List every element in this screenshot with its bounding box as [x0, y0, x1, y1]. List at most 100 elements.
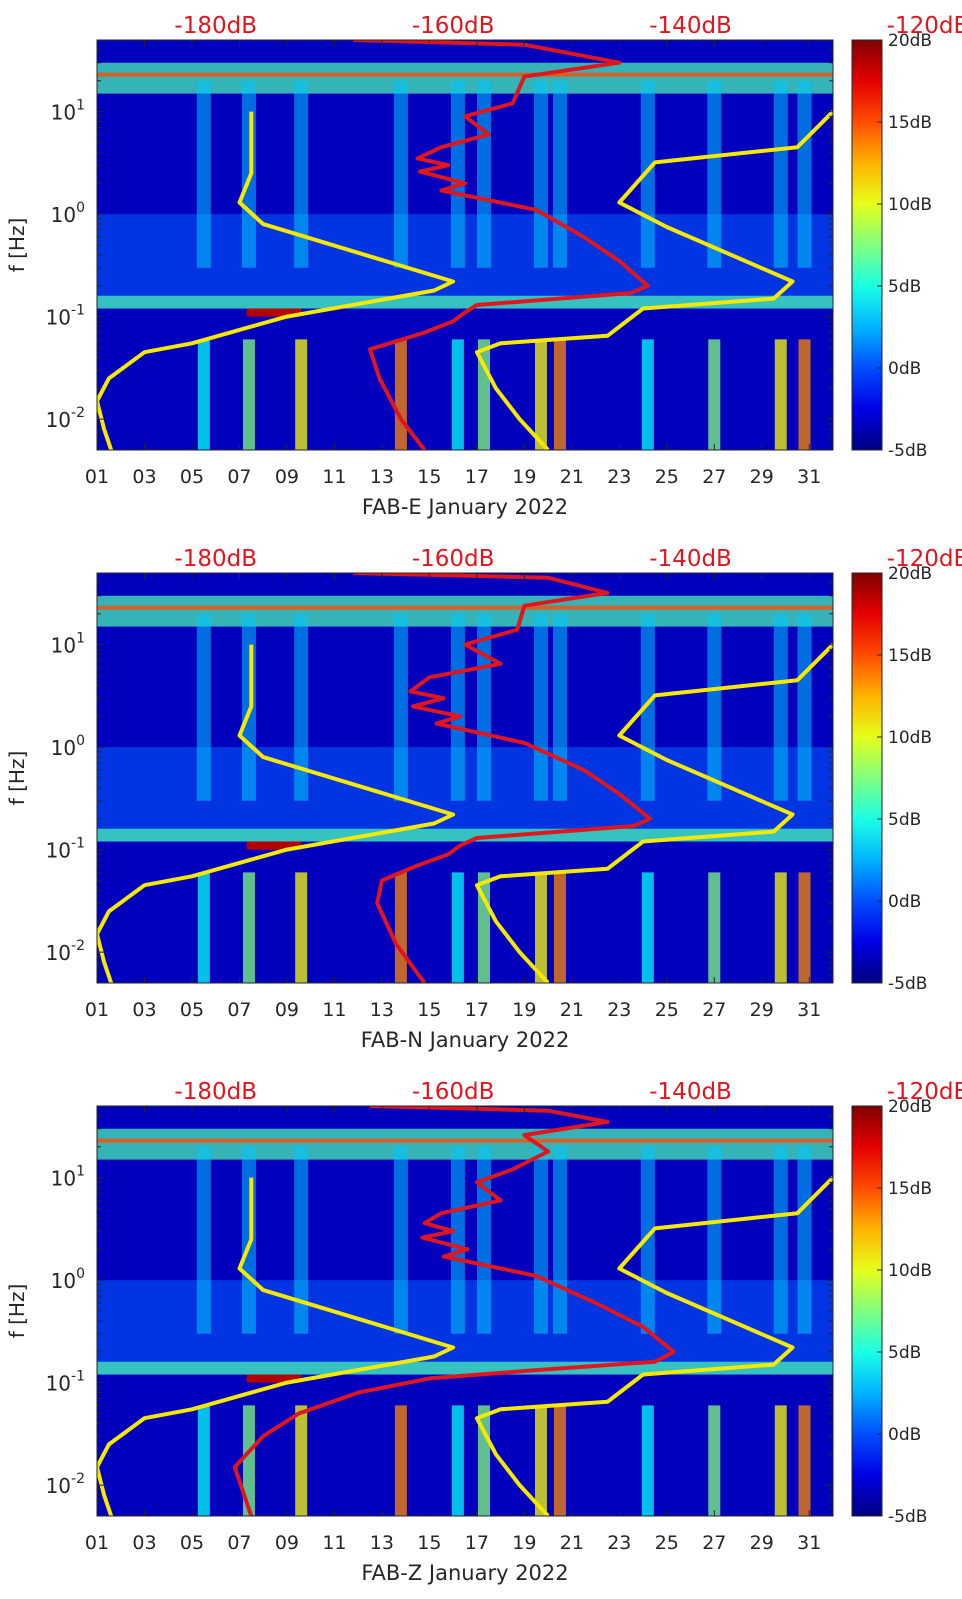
y-tick-label: 101 [51, 1164, 85, 1191]
y-tick-base: 10 [51, 634, 76, 658]
x-tick-label: 01 [85, 1532, 109, 1554]
colorbar-label: 0dB [888, 892, 921, 912]
noise-episode-stripe [393, 1146, 408, 1334]
strong-event [246, 308, 302, 317]
spectrogram-panel-fab-z: 01 03 05 07 09 11 13 15 17 19 21 23 25 27 29 31 10-2 10-1… [0, 1066, 962, 1599]
noise-episode-stripe [196, 1146, 211, 1334]
x-tick-label: 15 [417, 999, 441, 1021]
y-tick-base: 10 [46, 408, 71, 432]
top-db-label: -140dB [649, 13, 732, 39]
noise-episode-stripe [552, 613, 567, 801]
low-frequency-stripe [242, 872, 255, 983]
low-frequency-stripe [553, 872, 566, 983]
y-tick-base: 10 [51, 736, 76, 760]
low-frequency-stripe [242, 1405, 255, 1516]
top-db-label: -140dB [649, 546, 732, 572]
noise-episode-stripe [707, 1146, 722, 1334]
noise-episode-stripe [476, 1146, 491, 1334]
low-frequency-stripe [774, 1405, 787, 1516]
low-frequency-stripe [774, 872, 787, 983]
x-tick-label: 09 [275, 999, 299, 1021]
low-frequency-stripe [534, 1405, 547, 1516]
x-tick-label: 07 [227, 466, 251, 488]
y-tick-label: 10-2 [46, 938, 85, 965]
y-tick-label: 10-1 [46, 1369, 85, 1396]
x-tick-label: 05 [180, 466, 204, 488]
low-frequency-stripe [451, 1405, 464, 1516]
noise-episode-stripe [294, 80, 309, 268]
low-frequency-stripe [534, 339, 547, 450]
noise-episode-stripe [196, 80, 211, 268]
y-tick-base: 10 [51, 203, 76, 227]
x-tick-label: 23 [607, 1532, 631, 1554]
noise-episode-stripe [773, 613, 788, 801]
noise-episode-stripe [533, 80, 548, 268]
low-frequency-stripe [451, 872, 464, 983]
x-tick-label: 31 [797, 999, 821, 1021]
x-tick-label: 03 [132, 1532, 156, 1554]
noise-episode-stripe [707, 613, 722, 801]
noise-episode-stripe [533, 613, 548, 801]
low-frequency-stripe [708, 339, 721, 450]
cultural-noise-line [97, 72, 833, 77]
y-tick-exp: -1 [71, 836, 85, 852]
low-frequency-stripe [197, 339, 210, 450]
low-frequency-stripe [295, 872, 308, 983]
x-tick-label: 09 [275, 466, 299, 488]
x-tick-label: 29 [750, 1532, 774, 1554]
noise-episode-stripe [797, 1146, 812, 1334]
x-tick-label: 05 [180, 999, 204, 1021]
noise-episode-stripe [552, 1146, 567, 1334]
x-tick-label: 11 [322, 999, 346, 1021]
y-axis-label: f [Hz] [5, 1284, 29, 1339]
noise-episode-stripe [450, 80, 465, 268]
x-tick-label: 09 [275, 1532, 299, 1554]
microseism-peak-band [97, 295, 833, 309]
yellow-high-model-line [474, 110, 833, 450]
noise-episode-stripe [552, 80, 567, 268]
colorbar-label: -5dB [888, 441, 927, 461]
low-frequency-stripe [641, 872, 654, 983]
noise-episode-stripe [773, 1146, 788, 1334]
x-tick-label: 31 [797, 1532, 821, 1554]
x-tick-label: 17 [465, 1532, 489, 1554]
low-frequency-stripe [798, 339, 811, 450]
colorbar-label: 15dB [888, 113, 932, 133]
low-frequency-stripe [394, 1405, 407, 1516]
low-frequency-stripe [242, 339, 255, 450]
colorbar-label: 20dB [888, 1097, 932, 1117]
colorbar [851, 39, 883, 451]
x-tick-label: 03 [132, 466, 156, 488]
colorbar [851, 1105, 883, 1517]
x-tick-label: 25 [655, 999, 679, 1021]
low-frequency-stripe [641, 339, 654, 450]
noise-episode-stripe [797, 80, 812, 268]
y-tick-exp: 0 [76, 733, 85, 749]
low-frequency-stripe [295, 339, 308, 450]
y-tick-exp: 1 [76, 631, 85, 647]
red-median-spectrum-line [353, 40, 650, 450]
low-frequency-stripe [708, 1405, 721, 1516]
y-tick-base: 10 [46, 1474, 71, 1498]
colorbar-label: 0dB [888, 359, 921, 379]
low-frequency-stripe [774, 339, 787, 450]
x-tick-label: 15 [417, 1532, 441, 1554]
y-tick-base: 10 [51, 1269, 76, 1293]
x-tick-label: 13 [370, 999, 394, 1021]
strong-event [246, 1374, 302, 1383]
colorbar-label: -5dB [888, 1507, 927, 1527]
y-tick-exp: -1 [71, 303, 85, 319]
low-frequency-stripe [451, 339, 464, 450]
y-tick-label: 10-2 [46, 405, 85, 432]
low-frequency-stripe [477, 339, 490, 450]
y-tick-base: 10 [46, 839, 71, 863]
top-db-label: -120dB [887, 546, 962, 572]
y-tick-exp: -2 [71, 1471, 85, 1487]
x-tick-label: 27 [702, 466, 726, 488]
x-tick-label: 19 [512, 466, 536, 488]
low-frequency-stripe [553, 339, 566, 450]
spectrogram-image [97, 573, 833, 983]
red-median-spectrum-line [353, 573, 653, 983]
x-tick-label: 07 [227, 999, 251, 1021]
yellow-high-model-line [474, 643, 833, 983]
